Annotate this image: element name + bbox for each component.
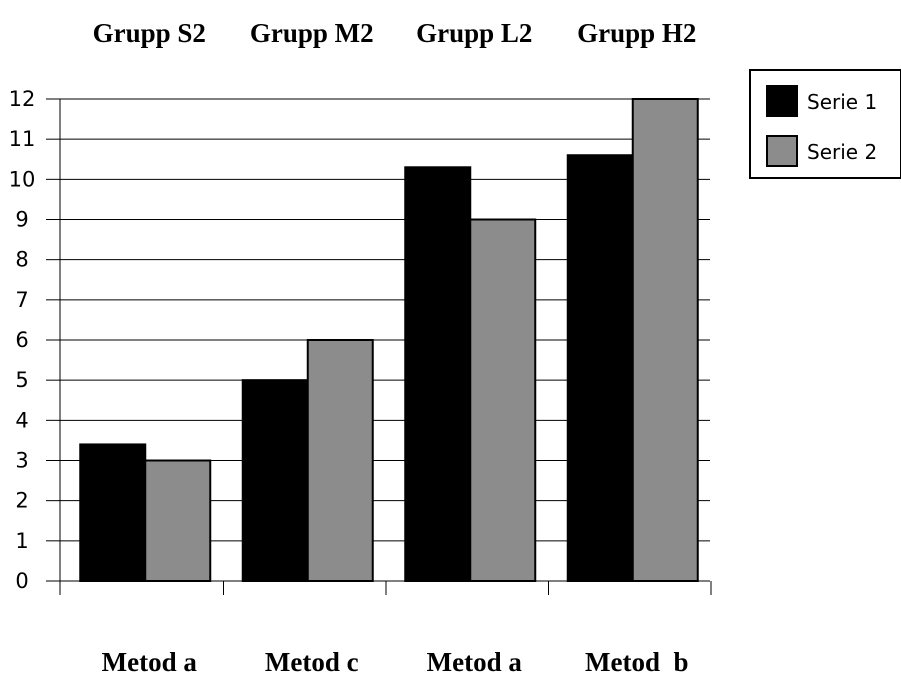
axes [46, 98, 712, 595]
y-tick-label: 11 [9, 127, 36, 151]
group-label: Grupp S2 [93, 18, 206, 48]
y-tick-label: 0 [15, 569, 28, 593]
category-label: Metod b [585, 647, 689, 677]
category-label: Metod a [427, 647, 523, 677]
bar-serie-1 [404, 166, 472, 583]
y-tick-label: 9 [15, 208, 28, 232]
bar-serie-2 [306, 339, 374, 582]
group-label: Grupp M2 [250, 18, 374, 48]
y-tick-label: 10 [9, 167, 36, 191]
bar-serie-1 [566, 154, 634, 582]
y-tick-label: 5 [15, 368, 28, 392]
group-labels: Grupp S2 Grupp M2 Grupp L2 Grupp H2 [93, 18, 697, 48]
y-tick-label: 3 [15, 449, 28, 473]
bar-serie-2 [144, 459, 212, 582]
bar-serie-2 [631, 98, 699, 582]
legend-label: Serie 1 [807, 90, 877, 114]
y-tick-label: 1 [15, 529, 28, 553]
y-tick-label: 7 [15, 288, 28, 312]
bars [79, 98, 699, 583]
legend-swatch [766, 135, 798, 167]
category-labels: Metod a Metod c Metod a Metod b [102, 647, 689, 677]
bar-serie-2 [469, 218, 537, 582]
y-tick-label: 8 [15, 248, 28, 272]
bar-serie-1 [241, 379, 309, 582]
legend-label: Serie 2 [807, 140, 877, 164]
y-tick-label: 2 [15, 489, 28, 513]
group-label: Grupp H2 [577, 18, 696, 48]
legend-swatch [766, 85, 798, 117]
bar-serie-1 [79, 443, 147, 582]
y-tick-label: 6 [15, 328, 28, 352]
y-tick-label: 12 [9, 87, 36, 111]
group-label: Grupp L2 [416, 18, 532, 48]
category-label: Metod a [102, 647, 198, 677]
y-tick-label: 4 [15, 408, 28, 432]
category-label: Metod c [265, 647, 359, 677]
legend: Serie 1 Serie 2 [749, 69, 901, 179]
